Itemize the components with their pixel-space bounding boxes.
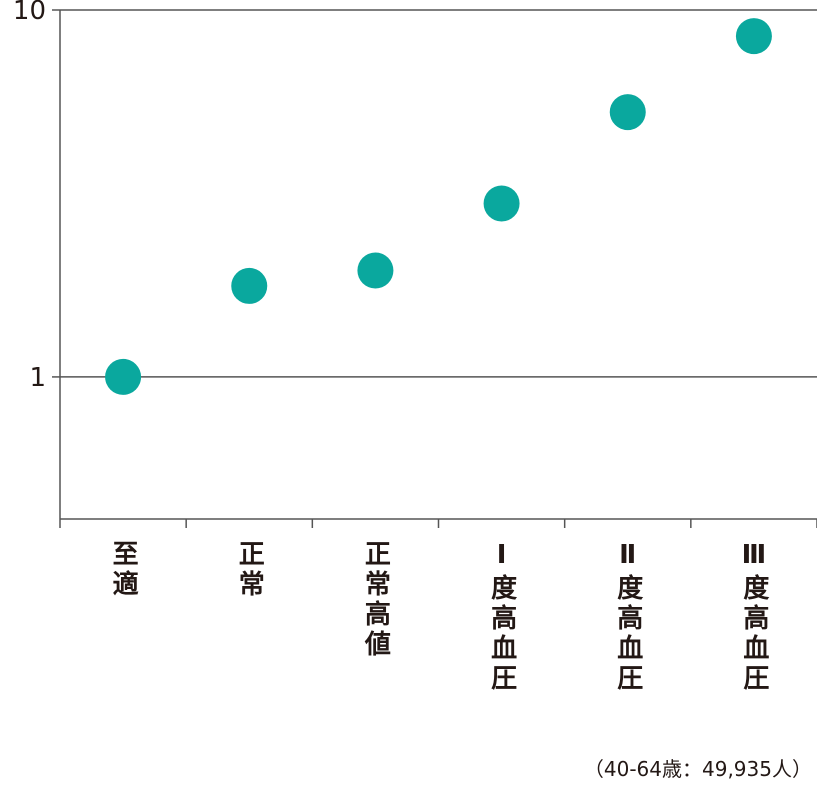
x-tick-label: 至適 bbox=[108, 540, 138, 600]
point bbox=[105, 358, 142, 395]
y-tick-label: 10 bbox=[13, 0, 46, 26]
point bbox=[357, 252, 394, 289]
point bbox=[231, 267, 268, 304]
x-tick-label: Ⅱ度高血圧 bbox=[613, 540, 643, 694]
x-tick-label: Ⅲ度高血圧 bbox=[739, 540, 769, 694]
y-tick-label: 1 bbox=[29, 363, 46, 393]
point bbox=[609, 94, 646, 131]
point bbox=[483, 185, 520, 222]
x-tick-label: Ⅰ度高血圧 bbox=[487, 540, 517, 694]
x-tick-label: 正常高値 bbox=[360, 540, 391, 660]
note: （40-64歳：49,935人） bbox=[584, 757, 812, 781]
point bbox=[735, 18, 772, 55]
x-tick-label: 正常 bbox=[234, 540, 264, 600]
